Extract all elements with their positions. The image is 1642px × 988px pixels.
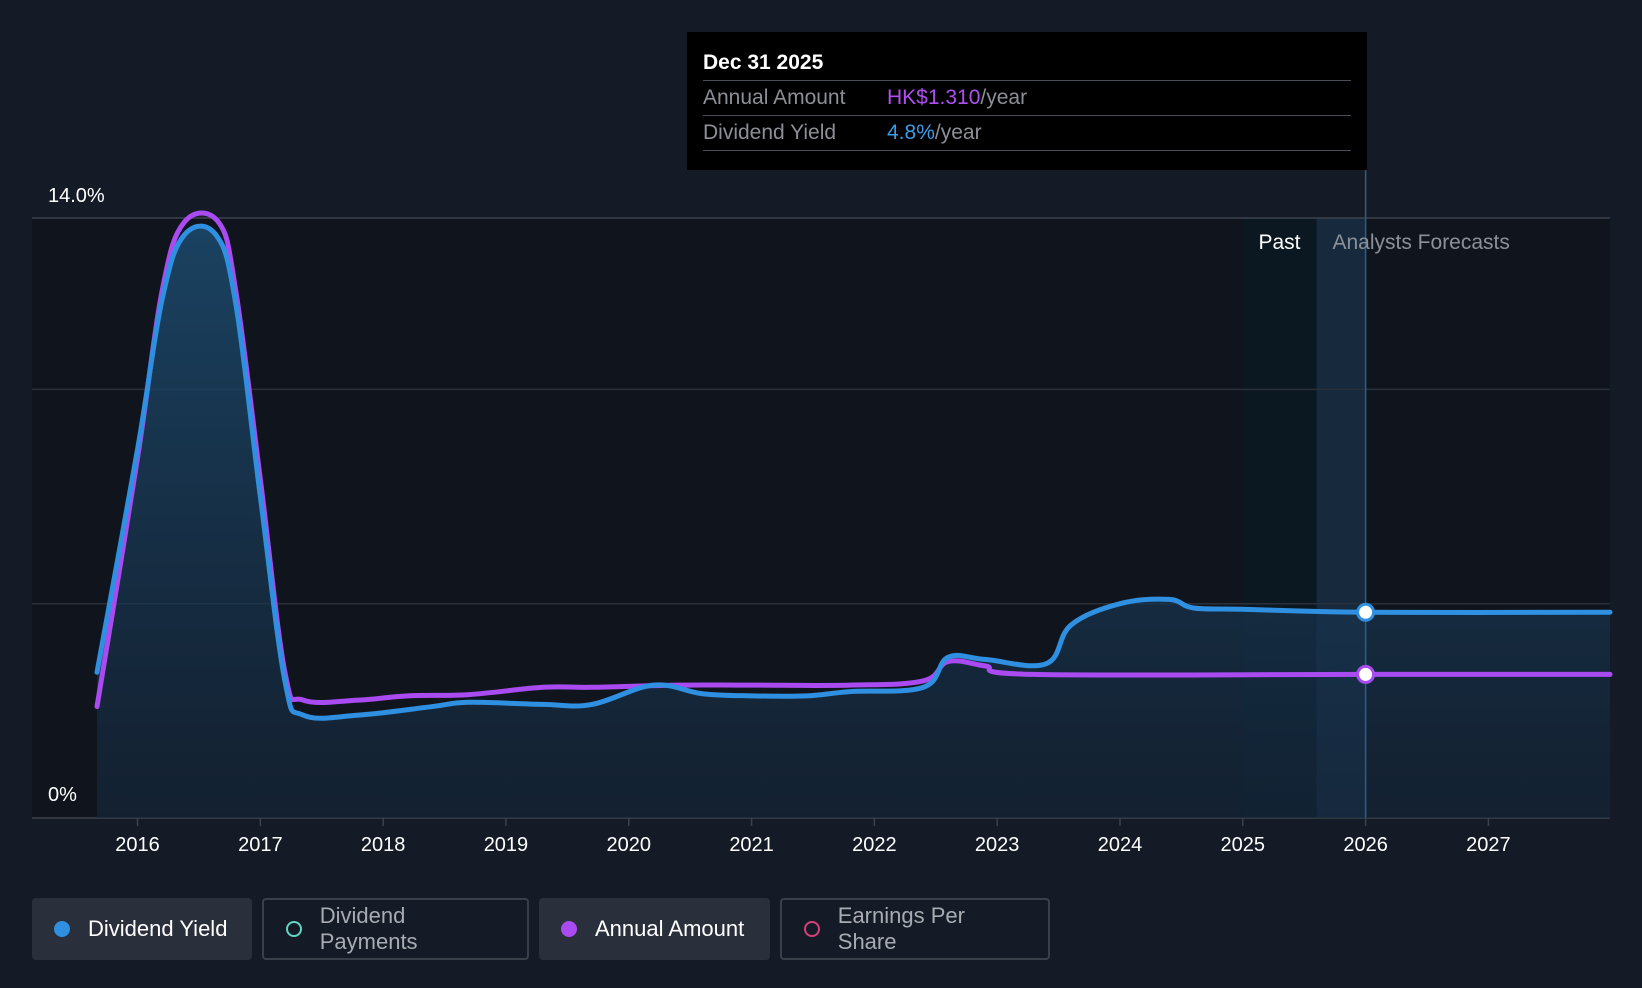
past-label: Past <box>1258 231 1300 254</box>
tooltip-annual-amount-unit: /year <box>980 86 1028 109</box>
tooltip-annual-amount-value: HK$1.310 <box>887 86 981 109</box>
legend-dividend-payments[interactable]: Dividend Payments <box>262 898 529 960</box>
x-tick-label: 2023 <box>975 834 1020 856</box>
forecast-label: Analysts Forecasts <box>1332 231 1509 254</box>
tooltip-annual-amount-row: Annual Amount HK$1.310 /year <box>703 81 1351 116</box>
dividend-yield-marker[interactable] <box>1356 602 1376 622</box>
legend-dividend-yield[interactable]: Dividend Yield <box>32 898 252 960</box>
x-tick-label: 2019 <box>484 834 529 856</box>
legend-annual-amount[interactable]: Annual Amount <box>539 898 770 960</box>
tooltip-yield-row: Dividend Yield 4.8% /year <box>703 116 1351 151</box>
legend-label: Earnings Per Share <box>837 903 965 954</box>
x-tick-label: 2022 <box>852 834 897 856</box>
y-tick-label-min: 0% <box>48 784 77 806</box>
legend-dot-icon <box>561 921 577 937</box>
legend-label: Dividend Yield <box>88 916 228 941</box>
legend-label: Dividend Payments <box>319 903 418 954</box>
tooltip: Dec 31 2025 Annual Amount HK$1.310 /year… <box>687 32 1367 170</box>
x-tick-label: 2018 <box>361 834 406 856</box>
x-tick-label: 2016 <box>115 834 160 856</box>
x-tick-label: 2027 <box>1466 834 1511 856</box>
legend: Dividend Yield Dividend Payments Annual … <box>32 898 1050 960</box>
x-axis-ticks: 2016 2017 2018 2019 2020 2021 2022 2023 2024 2025… <box>115 818 1511 856</box>
x-tick-label: 2021 <box>729 834 774 856</box>
legend-earnings-per-share[interactable]: Earnings Per Share <box>780 898 1050 960</box>
y-tick-label-max: 14.0% <box>48 185 105 207</box>
x-tick-label: 2020 <box>607 834 652 856</box>
annual-amount-marker[interactable] <box>1356 664 1376 684</box>
tooltip-date: Dec 31 2025 <box>703 46 1351 81</box>
legend-label: Annual Amount <box>595 916 745 941</box>
tooltip-yield-label: Dividend Yield <box>703 121 837 144</box>
x-tick-label: 2024 <box>1098 834 1143 856</box>
legend-dot-icon <box>54 921 70 937</box>
legend-ring-icon <box>286 921 302 937</box>
legend-ring-icon <box>804 921 820 937</box>
tooltip-annual-amount-label: Annual Amount <box>703 86 846 109</box>
annual-amount-line <box>94 210 1613 710</box>
dividend-yield-line <box>94 223 1613 721</box>
yield-area <box>97 226 1610 818</box>
x-tick-label: 2025 <box>1221 834 1266 856</box>
x-tick-label: 2026 <box>1343 834 1388 856</box>
x-tick-label: 2017 <box>238 834 283 856</box>
tooltip-yield-unit: /year <box>934 121 982 144</box>
tooltip-yield-value: 4.8% <box>887 121 935 144</box>
